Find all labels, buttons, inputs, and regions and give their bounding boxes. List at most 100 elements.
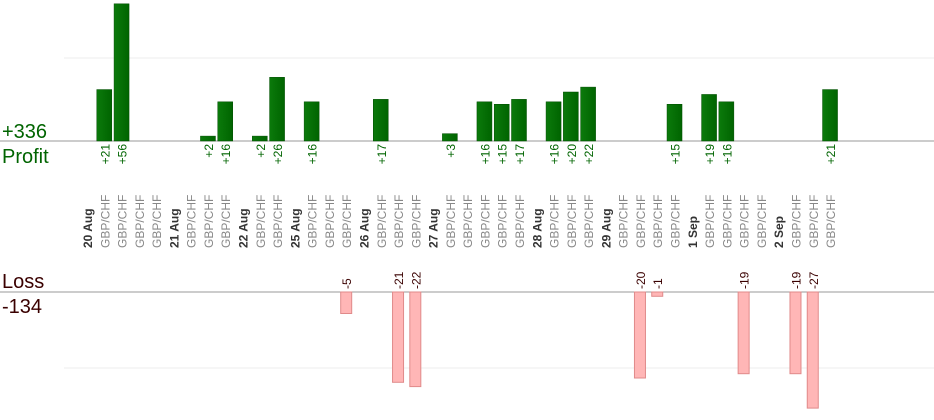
loss-bar [340, 291, 353, 314]
loss-value-label: -5 [340, 278, 354, 289]
loss-value-label: -27 [807, 271, 821, 289]
profit-bar [718, 101, 735, 142]
pair-label: GBP/CHF [375, 195, 389, 248]
profit-value-label: +17 [375, 144, 389, 165]
profit-value-label: +17 [513, 144, 527, 165]
pair-label: GBP/CHF [582, 195, 596, 248]
pair-label: GBP/CHF [98, 195, 112, 248]
profit-value-label: +15 [669, 144, 683, 165]
date-label: 28 Aug [530, 208, 544, 248]
pair-label: GBP/CHF [392, 195, 406, 248]
profit-value-label: +16 [219, 144, 233, 165]
pair-label: GBP/CHF [617, 195, 631, 248]
profit-value-label: +26 [271, 144, 285, 165]
profit-bar [113, 3, 130, 142]
profit-value-label: +16 [478, 144, 492, 165]
loss-value-label: -19 [789, 271, 803, 289]
pair-label: GBP/CHF [150, 195, 164, 248]
pair-label: GBP/CHF [807, 195, 821, 248]
date-label: 27 Aug [427, 208, 441, 248]
profit-total: +336 [2, 121, 47, 143]
loss-total: -134 [2, 296, 42, 318]
date-label: 20 Aug [81, 208, 95, 248]
date-label: 21 Aug [167, 208, 181, 248]
profit-value-label: +16 [720, 144, 734, 165]
profit-bar [303, 101, 320, 142]
profit-value-label: +2 [202, 144, 216, 158]
profit-value-label: +19 [703, 144, 717, 165]
loss-bar [651, 291, 664, 297]
pair-label: GBP/CHF [340, 195, 354, 248]
pair-label: GBP/CHF [496, 195, 510, 248]
profit-value-label: +21 [98, 144, 112, 165]
pair-label: GBP/CHF [306, 195, 320, 248]
profit-bar [666, 104, 683, 142]
profit-value-label: +22 [582, 144, 596, 165]
pair-label: GBP/CHF [409, 195, 423, 248]
pair-label: GBP/CHF [116, 195, 130, 248]
pair-label: GBP/CHF [651, 195, 665, 248]
profit-value-label: +21 [824, 144, 838, 165]
pair-label: GBP/CHF [738, 195, 752, 248]
loss-value-label: -21 [392, 271, 406, 289]
loss-bar [633, 291, 646, 379]
profit-value-label: +2 [254, 144, 268, 158]
profit-bar [545, 101, 562, 142]
profit-bar [373, 99, 389, 142]
pair-label: GBP/CHF [634, 195, 648, 248]
profit-value-label: +56 [116, 144, 130, 165]
profit-bar [476, 101, 493, 142]
profit-value-label: +15 [496, 144, 510, 165]
pair-label: GBP/CHF [133, 195, 147, 248]
date-label: 1 Sep [686, 216, 700, 248]
loss-bar [789, 291, 802, 375]
profit-value-label: +16 [306, 144, 320, 165]
profit-bar [217, 101, 233, 142]
profit-value-label: +3 [444, 144, 458, 158]
loss-bar [392, 291, 405, 383]
pair-label: GBP/CHF [461, 195, 475, 248]
profit-bar [511, 99, 527, 142]
profit-value-label: +20 [565, 144, 579, 165]
date-label: 25 Aug [288, 208, 302, 248]
pair-label: GBP/CHF [703, 195, 717, 248]
loss-bar [806, 291, 819, 409]
profit-bar [563, 91, 579, 142]
pair-label: GBP/CHF [548, 195, 562, 248]
pair-label: GBP/CHF [669, 195, 683, 248]
pair-label: GBP/CHF [271, 195, 285, 248]
pair-label: GBP/CHF [444, 195, 458, 248]
profit-bar [822, 89, 838, 142]
date-label: 2 Sep [772, 216, 786, 248]
pair-label: GBP/CHF [185, 195, 199, 248]
loss-bar [409, 291, 422, 388]
pair-label: GBP/CHF [478, 195, 492, 248]
loss-value-label: -20 [634, 271, 648, 289]
pair-label: GBP/CHF [720, 195, 734, 248]
pair-label: GBP/CHF [755, 195, 769, 248]
pair-label: GBP/CHF [254, 195, 268, 248]
pair-label: GBP/CHF [565, 195, 579, 248]
pair-label: GBP/CHF [513, 195, 527, 248]
profit-label: Profit [2, 146, 49, 168]
date-label: 22 Aug [237, 208, 251, 248]
profit-bar [701, 94, 717, 142]
profit-value-label: +16 [548, 144, 562, 165]
loss-value-label: -19 [738, 271, 752, 289]
pair-label: GBP/CHF [789, 195, 803, 248]
profit-bar [269, 77, 285, 142]
loss-label: Loss [2, 271, 44, 293]
pair-label: GBP/CHF [323, 195, 337, 248]
profit-bar [252, 135, 268, 142]
profit-bar [493, 104, 510, 142]
loss-value-label: -22 [409, 271, 423, 289]
date-label: 29 Aug [599, 208, 613, 248]
profit-bar [580, 86, 596, 142]
loss-value-label: -1 [651, 278, 665, 289]
profit-bar [200, 135, 216, 142]
pair-label: GBP/CHF [202, 195, 216, 248]
pair-label: GBP/CHF [219, 195, 233, 248]
profit-bar [442, 133, 458, 142]
pair-label: GBP/CHF [824, 195, 838, 248]
